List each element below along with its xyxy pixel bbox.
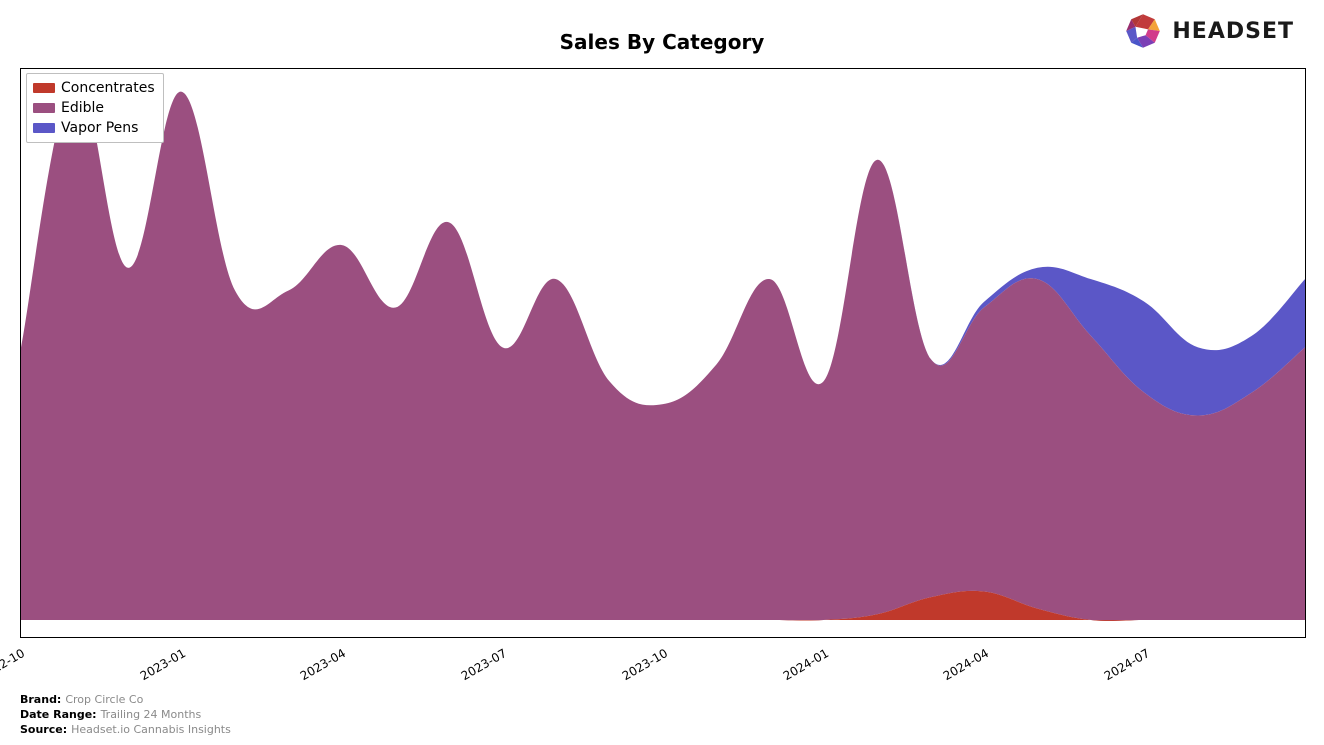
legend-item-concentrates: Concentrates (33, 78, 155, 98)
meta-date-range: Date Range:Trailing 24 Months (20, 707, 231, 722)
legend-item-edible: Edible (33, 98, 155, 118)
legend-swatch-vapor-pens (33, 123, 55, 133)
legend-swatch-edible (33, 103, 55, 113)
x-tick-label: 2022-10 (0, 646, 27, 683)
x-tick-label: 2023-10 (620, 646, 670, 683)
legend-label: Concentrates (61, 78, 155, 98)
x-tick-label: 2023-04 (298, 646, 348, 683)
legend-label: Vapor Pens (61, 118, 138, 138)
x-tick-label: 2024-07 (1102, 646, 1152, 683)
x-tick-label: 2024-01 (780, 646, 830, 683)
brand-logo: HEADSET (1122, 10, 1294, 52)
area-chart-svg (21, 69, 1305, 637)
meta-source: Source:Headset.io Cannabis Insights (20, 722, 231, 737)
plot-area (20, 68, 1306, 638)
x-axis-ticks: 2022-102023-012023-042023-072023-102024-… (20, 640, 1306, 700)
brand-logo-text: HEADSET (1172, 19, 1294, 44)
headset-logo-icon (1122, 10, 1164, 52)
x-tick-label: 2024-04 (941, 646, 991, 683)
meta-brand: Brand:Crop Circle Co (20, 692, 231, 707)
x-tick-label: 2023-07 (459, 646, 509, 683)
x-tick-label: 2023-01 (137, 646, 187, 683)
legend-swatch-concentrates (33, 83, 55, 93)
chart-metadata: Brand:Crop Circle Co Date Range:Trailing… (20, 692, 231, 737)
legend-label: Edible (61, 98, 104, 118)
legend-item-vapor-pens: Vapor Pens (33, 118, 155, 138)
legend: Concentrates Edible Vapor Pens (26, 73, 164, 143)
